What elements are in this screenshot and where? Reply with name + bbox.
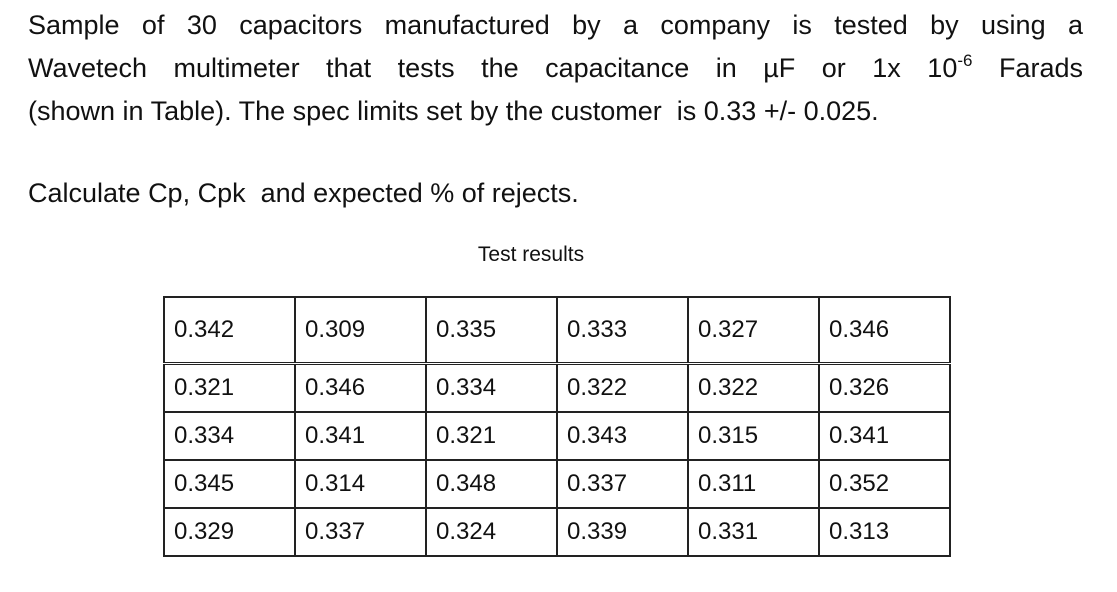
intro-line: Sample of 30 capacitors manufactured by … (28, 10, 1083, 40)
table-cell: 0.331 (687, 507, 820, 557)
intro-line: (shown in Table). The spec limits set by… (28, 96, 879, 126)
table-cell: 0.326 (818, 362, 951, 413)
table-cell: 0.334 (425, 362, 558, 413)
table-cell: 0.314 (294, 459, 427, 509)
table-row: 0.334 0.341 0.321 0.343 0.315 0.341 (163, 411, 951, 461)
intro-text: Farads (972, 53, 1083, 83)
table-row: 0.342 0.309 0.335 0.333 0.327 0.346 (163, 296, 951, 365)
table-row: 0.329 0.337 0.324 0.339 0.331 0.313 (163, 507, 951, 557)
table-caption: Test results (477, 243, 585, 266)
table-cell: 0.337 (556, 459, 689, 509)
table-cell: 0.322 (687, 362, 820, 413)
table-cell: 0.321 (163, 362, 296, 413)
table-cell: 0.342 (163, 296, 296, 365)
intro-line: Wavetech multimeter that tests the capac… (28, 51, 1083, 85)
table-cell: 0.335 (425, 296, 558, 365)
table-cell: 0.334 (163, 411, 296, 461)
table-row: 0.345 0.314 0.348 0.337 0.311 0.352 (163, 459, 951, 509)
table-cell: 0.352 (818, 459, 951, 509)
intro-text: Wavetech multimeter that tests the capac… (28, 53, 958, 83)
table-cell: 0.315 (687, 411, 820, 461)
results-table: 0.342 0.309 0.335 0.333 0.327 0.346 0.321 0.346… (163, 296, 951, 557)
table-cell: 0.346 (818, 296, 951, 365)
table-cell: 0.346 (294, 362, 427, 413)
table-row: 0.321 0.346 0.334 0.322 0.322 0.326 (163, 362, 951, 413)
table-cell: 0.343 (556, 411, 689, 461)
table-cell: 0.313 (818, 507, 951, 557)
question: Calculate Cp, Cpk and expected % of reje… (28, 178, 579, 208)
table-cell: 0.309 (294, 296, 427, 365)
table-cell: 0.339 (556, 507, 689, 557)
table-cell: 0.337 (294, 507, 427, 557)
table-cell: 0.321 (425, 411, 558, 461)
table-cell: 0.329 (163, 507, 296, 557)
table-cell: 0.345 (163, 459, 296, 509)
table-cell: 0.322 (556, 362, 689, 413)
table-cell: 0.333 (556, 296, 689, 365)
table-cell: 0.311 (687, 459, 820, 509)
table-cell: 0.324 (425, 507, 558, 557)
exponent: -6 (957, 51, 973, 70)
table-cell: 0.341 (818, 411, 951, 461)
table-cell: 0.327 (687, 296, 820, 365)
table-cell: 0.341 (294, 411, 427, 461)
table-cell: 0.348 (425, 459, 558, 509)
